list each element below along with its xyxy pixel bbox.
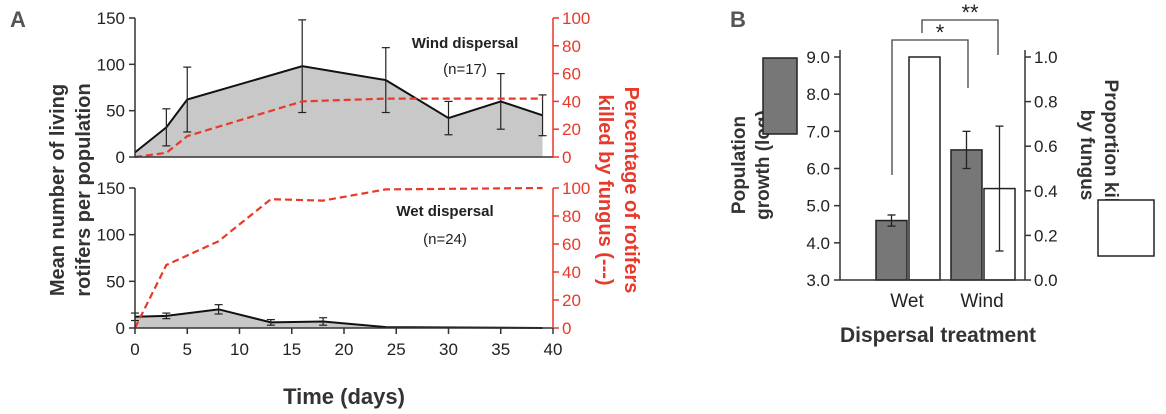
x-tick-label: 5 bbox=[183, 340, 192, 359]
y2-tick-label: 0 bbox=[562, 319, 571, 338]
y-tick-label: 6.0 bbox=[806, 160, 830, 179]
bar bbox=[908, 56, 941, 281]
y2-tick-label: 0.0 bbox=[1034, 271, 1058, 290]
y-tick-label: 9.0 bbox=[806, 48, 830, 67]
y2-tick-label: 1.0 bbox=[1034, 48, 1058, 67]
y2-tick-label: 60 bbox=[562, 65, 581, 84]
y-tick-label: 50 bbox=[106, 102, 125, 121]
y-tick-label: 4.0 bbox=[806, 234, 830, 253]
significance-bracket-2: ** bbox=[921, 0, 999, 55]
y-tick-label: 8.0 bbox=[806, 85, 830, 104]
error-bar bbox=[496, 72, 505, 130]
y-tick-label: 150 bbox=[97, 9, 125, 28]
wet-killed-line bbox=[134, 186, 543, 329]
y2-tick-label: 0.8 bbox=[1034, 93, 1058, 112]
wind-annotation-title: Wind dispersal bbox=[412, 35, 519, 52]
y2-tick-label: 0.6 bbox=[1034, 137, 1058, 156]
panel-label-a: A bbox=[10, 7, 26, 32]
y2-tick-label: 40 bbox=[562, 263, 581, 282]
y2-tick-label: 100 bbox=[562, 179, 590, 198]
panel-b-chart: 3.0 4.0 5.0 6.0 7.0 8.0 9.0 0.0 0.2 0.4 0.6 0.8 1.0… bbox=[806, 0, 1057, 312]
bar bbox=[950, 149, 983, 281]
y-tick-label: 100 bbox=[97, 226, 125, 245]
error-bar bbox=[298, 19, 307, 114]
y-tick-label: 50 bbox=[106, 272, 125, 291]
y2-tick-label: 0 bbox=[562, 148, 571, 167]
panel-a-top-chart: 0 50 100 150 0 20 40 60 80 100 Wind dispersal (n… bbox=[97, 9, 591, 167]
b-y2-axis-label: Proportion killedby fungus bbox=[1076, 80, 1121, 231]
wind-killed-line bbox=[134, 97, 543, 159]
bar bbox=[875, 219, 908, 281]
error-bar bbox=[887, 214, 896, 227]
error-bar bbox=[319, 317, 328, 326]
y-tick-label: 0 bbox=[116, 319, 125, 338]
error-bar bbox=[162, 312, 171, 320]
b-x-axis-label: Dispersal treatment bbox=[840, 324, 1036, 347]
legend-killed-swatch bbox=[1097, 199, 1155, 257]
x-tick-label: 25 bbox=[387, 340, 406, 359]
error-bar bbox=[444, 100, 453, 136]
x-tick-label: 20 bbox=[335, 340, 354, 359]
y2-tick-label: 20 bbox=[562, 291, 581, 310]
y2-tick-label: 0.2 bbox=[1034, 226, 1058, 245]
category-label: Wet bbox=[890, 291, 924, 312]
panel-label-b: B bbox=[730, 7, 746, 32]
x-tick-label: 15 bbox=[282, 340, 301, 359]
y2-tick-label: 0.4 bbox=[1034, 182, 1058, 201]
error-bar bbox=[214, 304, 223, 315]
x-tick-label: 30 bbox=[439, 340, 458, 359]
legend-growth-swatch bbox=[762, 57, 798, 135]
y2-tick-label: 80 bbox=[562, 37, 581, 56]
error-bar bbox=[995, 125, 1004, 252]
error-bar bbox=[162, 108, 171, 147]
wet-annotation-n: (n=24) bbox=[423, 231, 467, 248]
y-tick-label: 7.0 bbox=[806, 122, 830, 141]
y-tick-label: 3.0 bbox=[806, 271, 830, 290]
error-bar bbox=[538, 94, 547, 137]
a-y-axis-label: Mean number of living rotifers per popula… bbox=[47, 83, 95, 296]
y2-tick-label: 60 bbox=[562, 235, 581, 254]
y-tick-label: 0 bbox=[116, 148, 125, 167]
x-tick-label: 40 bbox=[544, 340, 563, 359]
wet-annotation-title: Wet dispersal bbox=[396, 203, 493, 220]
wind-living-area bbox=[135, 66, 543, 157]
y-tick-label: 5.0 bbox=[806, 197, 830, 216]
a-x-axis-label: Time (days) bbox=[283, 384, 405, 409]
y2-tick-label: 20 bbox=[562, 120, 581, 139]
wind-annotation-n: (n=17) bbox=[443, 61, 487, 78]
wind-living-line bbox=[134, 65, 543, 154]
x-tick-label: 0 bbox=[130, 340, 139, 359]
significance-marker: * bbox=[936, 20, 945, 45]
error-bar bbox=[183, 66, 192, 133]
y-tick-label: 150 bbox=[97, 179, 125, 198]
error-bar bbox=[266, 319, 275, 326]
y2-tick-label: 40 bbox=[562, 92, 581, 111]
y2-tick-label: 80 bbox=[562, 207, 581, 226]
y2-tick-label: 100 bbox=[562, 9, 590, 28]
b-y-axis-label: Population growth (log) bbox=[729, 110, 774, 220]
y-tick-label: 100 bbox=[97, 55, 125, 74]
x-tick-label: 10 bbox=[230, 340, 249, 359]
category-label: Wind bbox=[960, 291, 1003, 312]
x-tick-label: 35 bbox=[491, 340, 510, 359]
a-y2-axis-label: Percentage of rotiferskilled by fungus (… bbox=[594, 87, 642, 294]
error-bar bbox=[962, 130, 971, 170]
significance-marker: ** bbox=[961, 0, 979, 25]
error-bar bbox=[381, 47, 390, 114]
significance-bracket-1: * bbox=[891, 20, 969, 175]
